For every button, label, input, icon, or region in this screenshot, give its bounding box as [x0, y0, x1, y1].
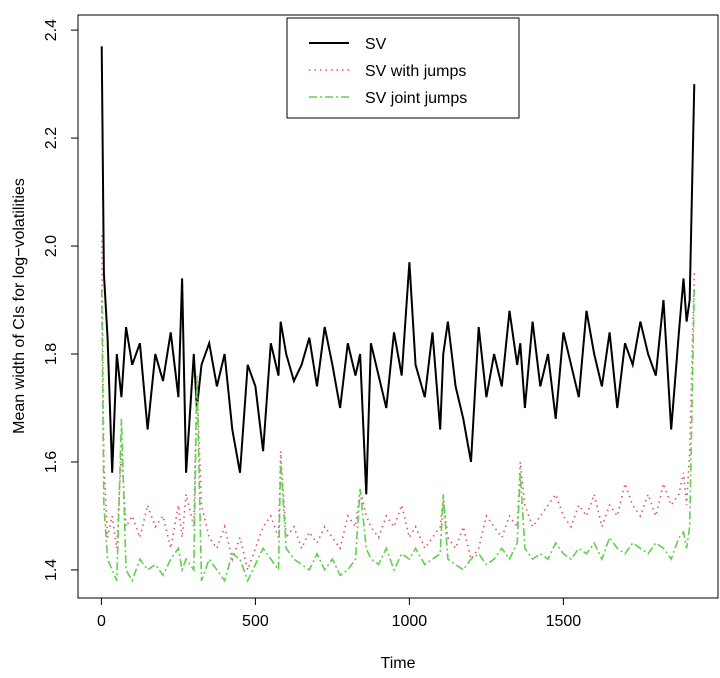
- x-tick-label: 0: [97, 613, 106, 630]
- y-tick-label: 1.6: [43, 451, 60, 473]
- legend-label: SV with jumps: [365, 63, 466, 80]
- x-tick-label: 1000: [392, 613, 428, 630]
- y-tick-label: 1.4: [43, 559, 60, 581]
- series-line: [100, 46, 696, 495]
- x-axis-label: Time: [381, 655, 416, 672]
- y-axis-label: Mean width of CIs for log−volatilities: [11, 178, 28, 434]
- y-tick-label: 2.4: [43, 19, 60, 41]
- y-tick-label: 2.2: [43, 127, 60, 149]
- legend-box: [286, 17, 520, 119]
- x-tick-label: 500: [242, 613, 269, 630]
- legend-label: SV joint jumps: [365, 90, 467, 107]
- legend-label: SV: [365, 36, 387, 53]
- y-tick-label: 2.0: [43, 235, 60, 257]
- x-tick-label: 1500: [546, 613, 582, 630]
- series-line: [100, 235, 696, 573]
- series-line: [100, 289, 696, 583]
- y-tick-label: 1.8: [43, 343, 60, 365]
